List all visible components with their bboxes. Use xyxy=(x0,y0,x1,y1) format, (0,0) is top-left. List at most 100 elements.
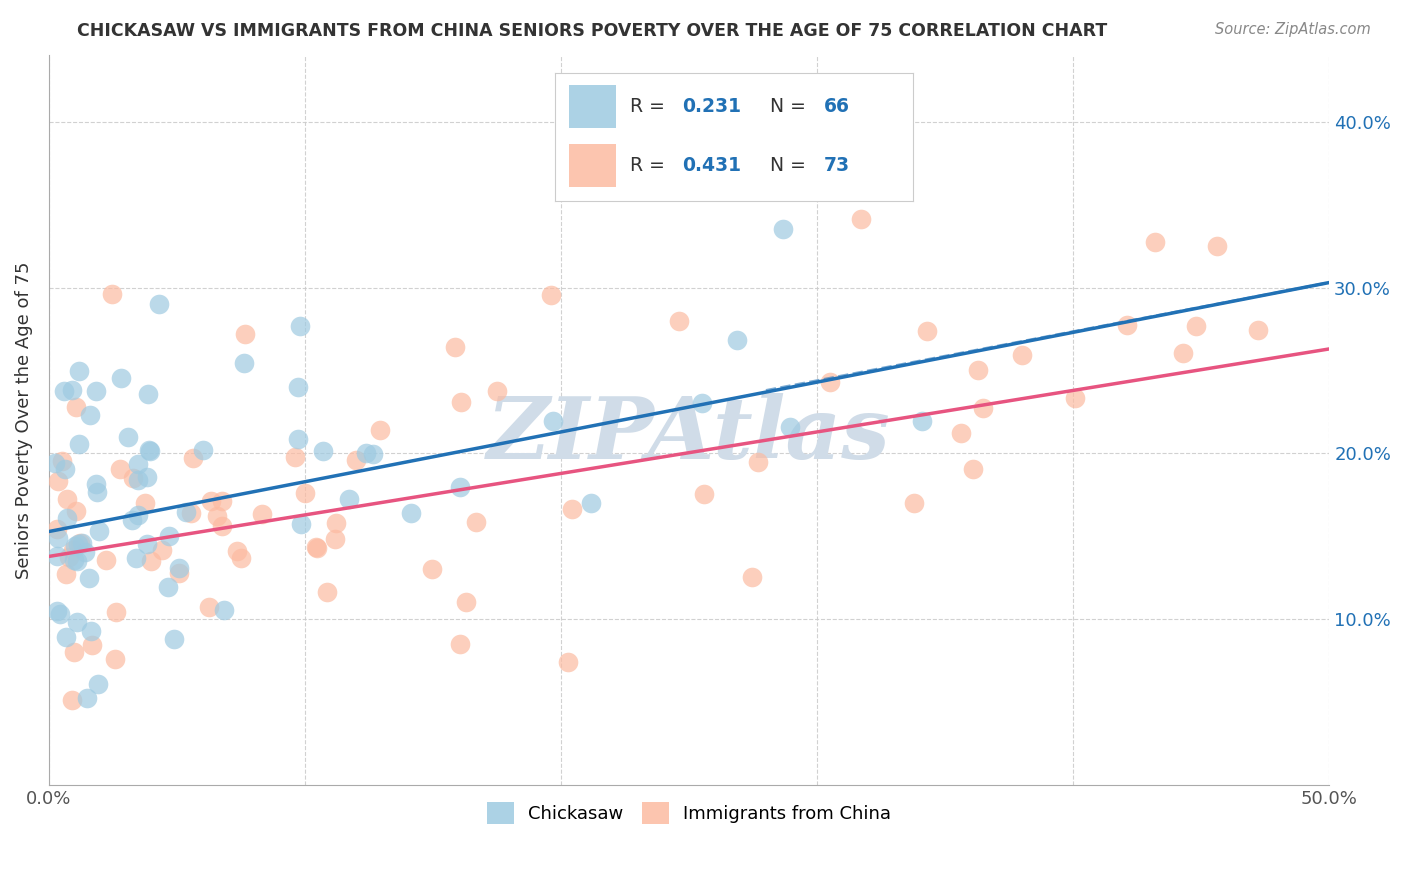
Point xyxy=(540,287,562,301)
Point xyxy=(75,545,97,559)
Point xyxy=(46,522,69,536)
Point xyxy=(46,604,69,618)
Point xyxy=(693,487,716,501)
Point xyxy=(226,544,249,558)
Point xyxy=(51,454,73,468)
Point xyxy=(49,607,72,621)
Point xyxy=(84,477,107,491)
Text: CHICKASAW VS IMMIGRANTS FROM CHINA SENIORS POVERTY OVER THE AGE OF 75 CORRELATIO: CHICKASAW VS IMMIGRANTS FROM CHINA SENIO… xyxy=(77,22,1108,40)
Point xyxy=(104,651,127,665)
Point xyxy=(903,496,925,510)
Point xyxy=(668,314,690,328)
Point xyxy=(55,630,77,644)
Point xyxy=(368,423,391,437)
Point xyxy=(65,504,87,518)
Point xyxy=(80,638,103,652)
Point xyxy=(60,384,83,398)
Point xyxy=(1205,239,1227,253)
Point xyxy=(66,615,89,629)
Point xyxy=(211,493,233,508)
Point xyxy=(962,461,984,475)
Point xyxy=(229,551,252,566)
Point xyxy=(156,580,179,594)
Point xyxy=(77,571,100,585)
Point xyxy=(63,644,86,658)
Point xyxy=(772,222,794,236)
Point xyxy=(62,542,84,557)
Point xyxy=(725,333,748,347)
Point xyxy=(818,376,841,390)
Point xyxy=(55,566,77,581)
Point xyxy=(180,507,202,521)
Point xyxy=(449,480,471,494)
Point xyxy=(233,327,256,342)
Point xyxy=(561,502,583,516)
Point xyxy=(121,471,143,485)
Point xyxy=(135,537,157,551)
Point xyxy=(66,554,89,568)
Point xyxy=(305,541,328,556)
Point xyxy=(420,562,443,576)
Point xyxy=(287,379,309,393)
Point xyxy=(401,506,423,520)
Point xyxy=(354,446,377,460)
Point xyxy=(344,453,367,467)
Point xyxy=(125,550,148,565)
Point xyxy=(127,473,149,487)
Point xyxy=(110,371,132,385)
Point xyxy=(89,524,111,538)
Point xyxy=(323,532,346,546)
Point xyxy=(157,528,180,542)
Point xyxy=(141,554,163,568)
Point xyxy=(747,455,769,469)
Point xyxy=(108,462,131,476)
Point xyxy=(305,541,328,555)
Point xyxy=(1064,392,1087,406)
Point xyxy=(950,426,973,441)
Point xyxy=(86,484,108,499)
Point xyxy=(76,691,98,706)
Point xyxy=(543,415,565,429)
Point xyxy=(779,419,801,434)
Point xyxy=(972,401,994,416)
Point xyxy=(117,430,139,444)
Point xyxy=(121,513,143,527)
Point xyxy=(205,508,228,523)
Point xyxy=(1143,235,1166,249)
Point xyxy=(450,395,472,409)
Point xyxy=(46,474,69,488)
Point xyxy=(79,408,101,422)
Point xyxy=(967,363,990,377)
Point xyxy=(63,539,86,553)
Point xyxy=(52,384,75,399)
Point xyxy=(1171,346,1194,360)
Point xyxy=(581,496,603,510)
Point xyxy=(1011,348,1033,362)
Point xyxy=(284,450,307,464)
Point xyxy=(44,456,66,470)
Point xyxy=(290,517,312,532)
Point xyxy=(485,384,508,399)
Point xyxy=(325,516,347,530)
Point xyxy=(294,486,316,500)
Point xyxy=(69,536,91,550)
Point xyxy=(444,340,467,354)
Point xyxy=(163,632,186,646)
Point xyxy=(58,549,80,564)
Point xyxy=(250,508,273,522)
Point xyxy=(315,585,337,599)
Y-axis label: Seniors Poverty Over the Age of 75: Seniors Poverty Over the Age of 75 xyxy=(15,261,32,579)
Point xyxy=(181,450,204,465)
Text: ZIPAtlas: ZIPAtlas xyxy=(488,393,891,476)
Point xyxy=(148,297,170,311)
Point xyxy=(312,443,335,458)
Point xyxy=(449,637,471,651)
Point xyxy=(198,599,221,614)
Point xyxy=(80,624,103,638)
Point xyxy=(1246,323,1268,337)
Legend: Chickasaw, Immigrants from China: Chickasaw, Immigrants from China xyxy=(479,795,898,831)
Point xyxy=(84,384,107,398)
Point xyxy=(127,508,149,523)
Point xyxy=(67,437,90,451)
Point xyxy=(65,400,87,414)
